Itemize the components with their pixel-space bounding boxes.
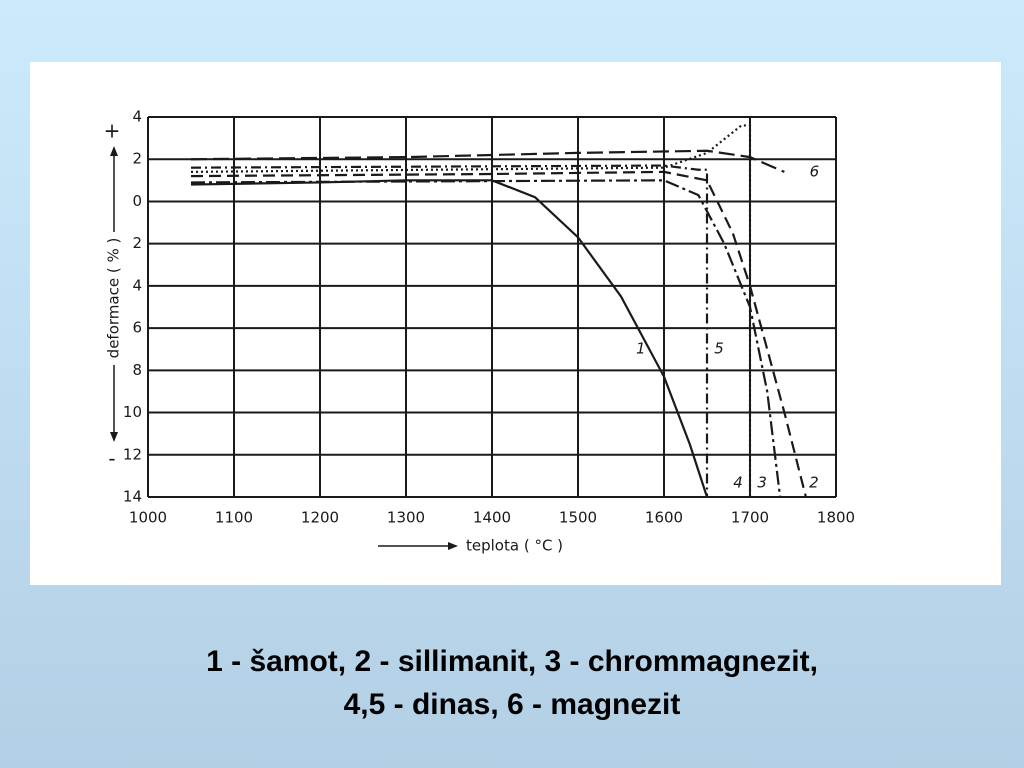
y-tick-label: 14: [123, 488, 142, 506]
curve-label: 6: [810, 162, 820, 180]
y-tick-label: 8: [132, 361, 142, 379]
y-tick-label: 4: [132, 276, 142, 294]
curve-label: 4: [733, 474, 743, 492]
y-tick-label: 6: [132, 319, 142, 337]
curve-label: 2: [809, 474, 819, 492]
y-tick-label: 12: [123, 445, 142, 463]
y-axis-label: deformace ( % ): [105, 238, 123, 359]
y-tick-label: 4: [132, 108, 142, 126]
curve-label: 5: [714, 340, 724, 358]
series-line: [190, 149, 785, 173]
curve-label: 1: [636, 340, 646, 358]
caption-line: 1 - šamot, 2 - sillimanit, 3 - chrommagn…: [206, 645, 818, 678]
y-tick-label: 2: [132, 150, 142, 168]
x-tick-label: 1800: [817, 509, 855, 527]
series-line: [190, 179, 709, 498]
series-line: [190, 164, 709, 497]
x-tick-label: 1500: [559, 509, 597, 527]
series-line: [190, 179, 782, 498]
series-line: [190, 124, 752, 497]
y-plus: +: [104, 119, 121, 143]
y-tick-label: 0: [132, 192, 142, 210]
x-tick-label: 1200: [301, 509, 339, 527]
y-minus: -: [108, 447, 115, 471]
x-tick-label: 1300: [387, 509, 425, 527]
x-tick-label: 1000: [129, 509, 167, 527]
y-arrow-head: [110, 432, 118, 442]
series-line: [190, 170, 807, 498]
x-tick-label: 1600: [645, 509, 683, 527]
curve-label: 3: [757, 474, 767, 492]
x-tick-label: 1400: [473, 509, 511, 527]
x-tick-label: 1100: [215, 509, 253, 527]
x-tick-label: 1700: [731, 509, 769, 527]
chart: + - deformace ( % ) teplota ( °C ) 4 2 0 2 4…: [104, 108, 855, 555]
caption: 1 - šamot, 2 - sillimanit, 3 - chrommagn…: [0, 640, 1024, 726]
y-tick-label: 2: [132, 234, 142, 252]
x-axis-label: teplota ( °C ): [466, 537, 563, 555]
y-tick-label: 10: [123, 403, 142, 421]
caption-line: 4,5 - dinas, 6 - magnezit: [343, 688, 681, 721]
y-arrow-head: [110, 146, 118, 156]
x-arrow-head: [448, 542, 458, 550]
